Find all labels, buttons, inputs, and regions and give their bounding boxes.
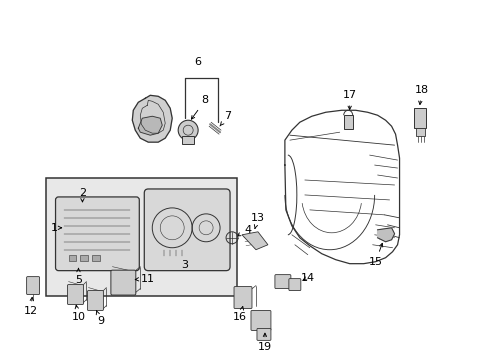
Text: 9: 9 [96,311,104,327]
FancyBboxPatch shape [274,275,290,289]
FancyBboxPatch shape [288,279,300,291]
Text: 11: 11 [135,274,155,284]
Polygon shape [132,95,172,142]
Text: 13: 13 [250,213,264,229]
Bar [68,255,76,261]
FancyBboxPatch shape [26,276,40,294]
Text: 4: 4 [237,225,251,236]
Bar [182,136,194,144]
Bar [413,108,426,128]
Text: 8: 8 [191,95,208,119]
Text: 17: 17 [342,90,356,109]
Polygon shape [242,232,267,250]
FancyBboxPatch shape [56,197,139,271]
Circle shape [178,120,198,140]
Text: 14: 14 [300,273,314,283]
Bar [45,178,237,296]
Text: 3: 3 [182,260,188,270]
Text: 19: 19 [257,333,271,352]
Bar [415,128,425,136]
Text: 18: 18 [414,85,427,104]
Bar [92,255,100,261]
Text: 12: 12 [23,297,38,316]
Text: 7: 7 [220,111,231,126]
Text: 10: 10 [71,305,85,323]
FancyBboxPatch shape [144,189,229,271]
Bar [343,115,352,129]
Text: 2: 2 [79,188,86,202]
Text: 5: 5 [75,269,82,285]
Bar [81,255,88,261]
Polygon shape [138,116,162,135]
FancyBboxPatch shape [67,285,83,305]
FancyBboxPatch shape [87,291,103,310]
FancyBboxPatch shape [256,328,270,340]
Text: 16: 16 [233,306,246,323]
FancyBboxPatch shape [111,270,136,295]
Text: 1: 1 [51,223,61,233]
FancyBboxPatch shape [250,310,270,330]
Text: 6: 6 [194,58,201,67]
FancyBboxPatch shape [234,287,251,309]
Text: 15: 15 [368,243,382,267]
Polygon shape [377,228,394,242]
